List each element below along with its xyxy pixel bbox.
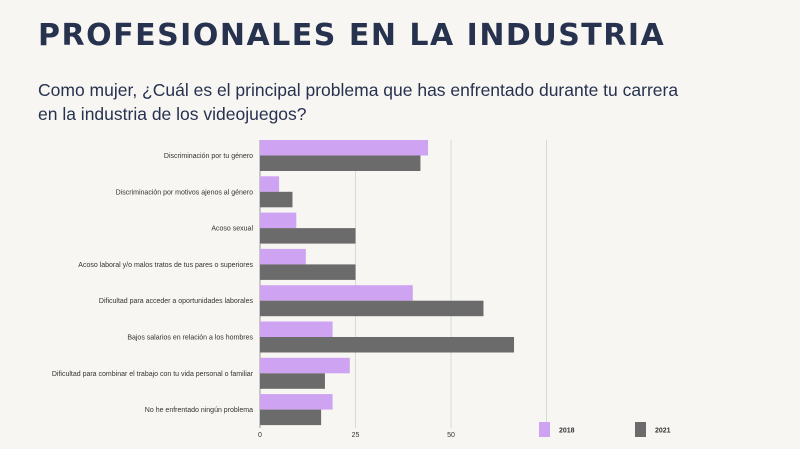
bar-2021-5	[260, 300, 484, 317]
bar-2021-2	[260, 191, 293, 208]
bar-2021-7	[260, 373, 325, 389]
category-label: Dificultad para acceder a oportunidades …	[99, 298, 254, 305]
category-label: Discriminación por motivos ajenos al gén…	[116, 189, 253, 196]
category-label: Discriminación por tu género	[164, 153, 253, 160]
legend-swatch-2021	[635, 422, 646, 437]
bar-2018-4	[260, 248, 306, 265]
legend-label-2018: 2018	[559, 428, 575, 435]
x-tick-label: 25	[352, 432, 360, 439]
category-label: No he enfrentado ningún problema	[145, 407, 253, 414]
bar-2021-8	[260, 409, 322, 426]
page-title: PROFESIONALES EN LA INDUSTRIA	[38, 18, 666, 53]
bar-2018-2	[260, 176, 280, 192]
bar-2021-4	[260, 264, 356, 280]
category-label: Acoso laboral y/o malos tratos de tus pa…	[78, 262, 253, 269]
x-tick-label: 50	[447, 432, 455, 439]
bar-2018-7	[260, 357, 350, 374]
bar-2018-8	[260, 394, 333, 410]
category-label: Acoso sexual	[211, 226, 253, 233]
bar-2018-5	[260, 285, 413, 301]
survey-question: Como mujer, ¿Cuál es el principal proble…	[38, 80, 679, 124]
legend-swatch-2018	[539, 422, 550, 437]
bar-2021-6	[260, 337, 515, 353]
category-label: Dificultad para combinar el trabajo con …	[52, 371, 254, 378]
bar-2018-1	[260, 140, 429, 156]
bar-2021-3	[260, 228, 356, 244]
legend-label-2021: 2021	[655, 428, 671, 435]
x-tick-label: 0	[258, 432, 262, 439]
bar-2018-6	[260, 321, 333, 337]
bar-2018-3	[260, 212, 297, 229]
category-label: Bajos salarios en relación a los hombres	[127, 335, 253, 342]
bar-2021-1	[260, 155, 421, 171]
